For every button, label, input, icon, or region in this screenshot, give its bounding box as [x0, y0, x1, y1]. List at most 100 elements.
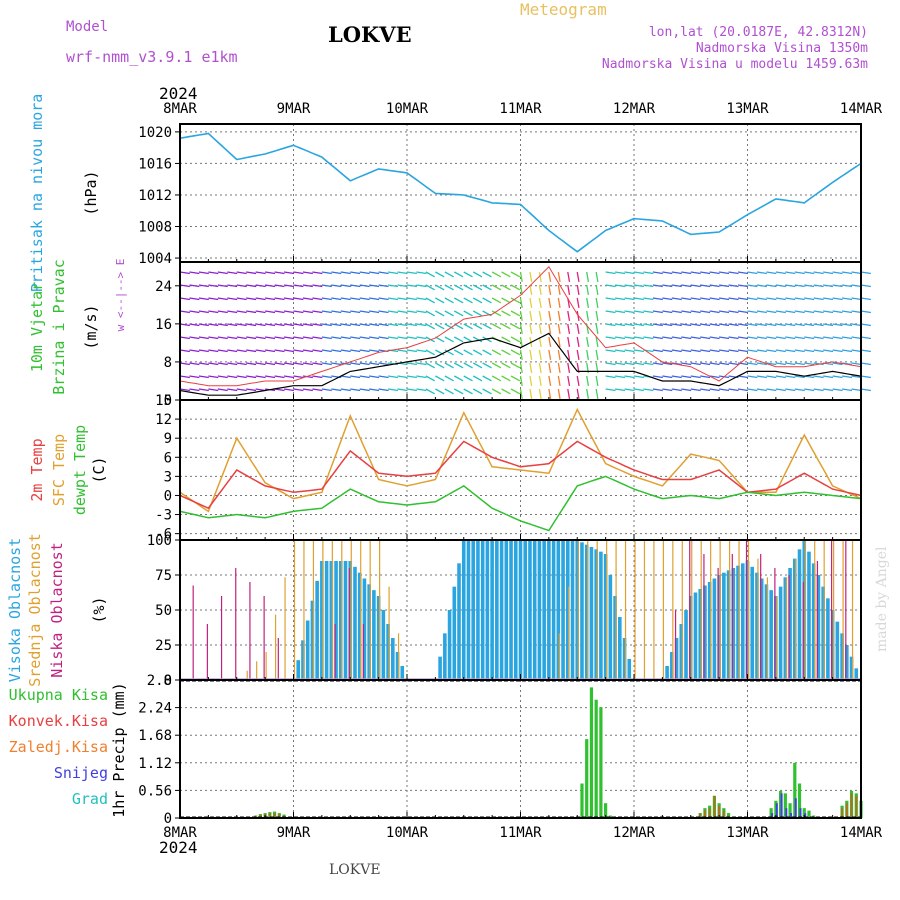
- cloud-bar-high: [338, 561, 343, 680]
- wind-arrow: [236, 271, 247, 275]
- cloud-bar-high: [452, 586, 457, 680]
- wind-arrow: [283, 336, 295, 340]
- wind-arrow: [681, 284, 692, 288]
- wind-arrow: [624, 297, 635, 301]
- wind-arrow: [208, 271, 219, 275]
- wind-arrow: [519, 297, 523, 308]
- wind-arrow: [548, 362, 552, 373]
- wind-arrow: [662, 271, 673, 275]
- precip-bar-frozen: [708, 808, 711, 818]
- wind-arrow: [378, 310, 389, 314]
- wind-arrow: [472, 297, 483, 304]
- wind-arrow: [624, 336, 635, 340]
- cloud-bar-high: [599, 551, 603, 680]
- wind-arrow: [283, 310, 295, 314]
- wind-arrow: [435, 362, 445, 369]
- wind-arrow: [690, 375, 701, 379]
- wind-arrow: [624, 271, 635, 275]
- model-label: Model: [66, 19, 109, 35]
- cloud-bar-high: [542, 540, 546, 680]
- wind-arrow: [728, 349, 739, 353]
- wind-arrow: [719, 388, 730, 392]
- wind-arrow: [700, 336, 711, 340]
- wind-arrow: [851, 362, 862, 366]
- wind-arrow: [700, 297, 711, 301]
- wind-arrow: [719, 323, 730, 327]
- wind-arrow: [737, 323, 749, 327]
- y-tick-label: 15: [155, 393, 172, 409]
- wind-arrow: [643, 310, 654, 314]
- wind-arrow: [387, 310, 399, 314]
- wind-arrow: [690, 323, 701, 327]
- wind-arrow: [406, 323, 417, 327]
- wind-arrow: [472, 323, 483, 330]
- wind-arrow: [501, 375, 511, 382]
- wind-arrow: [246, 297, 257, 301]
- wind-arrow: [633, 284, 644, 288]
- wind-arrow: [719, 284, 730, 288]
- cloud-bar-high: [745, 561, 750, 680]
- wind-arrow: [453, 284, 464, 291]
- cloud-bar-high: [774, 596, 778, 680]
- wind-arrow: [406, 284, 417, 288]
- wind-arrow: [378, 284, 389, 288]
- wind-arrow: [274, 310, 285, 314]
- wind-arrow: [775, 388, 786, 392]
- wind-arrow: [425, 271, 436, 278]
- wind-arrow: [841, 336, 853, 340]
- wind-arrow: [312, 323, 323, 327]
- wind-arrow: [416, 284, 427, 288]
- wind-arrow: [321, 271, 332, 275]
- wind-arrow: [813, 336, 824, 340]
- wind-arrow: [189, 310, 200, 314]
- wind-arrow: [510, 362, 521, 369]
- wind-arrow: [387, 271, 399, 275]
- wind-arrow: [785, 297, 796, 301]
- y-axis-label: SFC Temp: [50, 434, 68, 506]
- wind-arrow: [728, 362, 739, 366]
- wind-arrow: [274, 284, 285, 288]
- wind-arrow: [501, 310, 511, 317]
- wind-arrow: [841, 375, 853, 379]
- wind-arrow: [350, 271, 361, 275]
- wind-arrow: [198, 362, 209, 366]
- cloud-bar-high: [372, 590, 376, 680]
- precip-bar-frozen: [850, 793, 853, 818]
- wind-arrow: [548, 297, 552, 308]
- wind-arrow: [198, 297, 209, 301]
- wind-arrow: [255, 297, 266, 301]
- wind-arrow: [671, 349, 682, 353]
- wind-arrow: [198, 284, 209, 288]
- wind-arrow: [425, 388, 436, 395]
- wind-arrow: [851, 284, 862, 288]
- wind-arrow: [369, 323, 380, 327]
- wind-arrow: [548, 323, 552, 334]
- wind-arrow: [397, 323, 408, 327]
- x-tick-label-top: 12MAR: [613, 101, 656, 117]
- year-top: 2024: [159, 84, 198, 103]
- wind-arrow: [557, 310, 561, 321]
- cloud-bar-high: [840, 633, 844, 680]
- wind-arrow: [719, 310, 730, 314]
- wind-arrow: [794, 297, 805, 301]
- cloud-bar-high: [476, 540, 480, 680]
- wind-arrow: [510, 310, 521, 317]
- wind-arrow: [265, 271, 276, 275]
- wind-arrow: [747, 297, 758, 301]
- cloud-bar-high: [353, 566, 357, 680]
- wind-arrow: [283, 375, 295, 379]
- wind-arrow: [510, 388, 521, 395]
- wind-arrow: [643, 323, 654, 327]
- wind-arrow: [274, 323, 285, 327]
- wind-arrow: [595, 310, 599, 321]
- wind-arrow: [293, 271, 304, 275]
- wind-arrow: [576, 388, 580, 399]
- wind-arrow: [321, 349, 332, 353]
- wind-arrow: [491, 297, 502, 304]
- wind-arrow: [179, 388, 190, 392]
- wind-arrow: [236, 323, 247, 327]
- wind-arrow: [255, 336, 266, 340]
- x-tick-label-bottom: 13MAR: [726, 825, 769, 841]
- wind-arrow: [519, 362, 523, 373]
- wind-arrow: [198, 388, 209, 392]
